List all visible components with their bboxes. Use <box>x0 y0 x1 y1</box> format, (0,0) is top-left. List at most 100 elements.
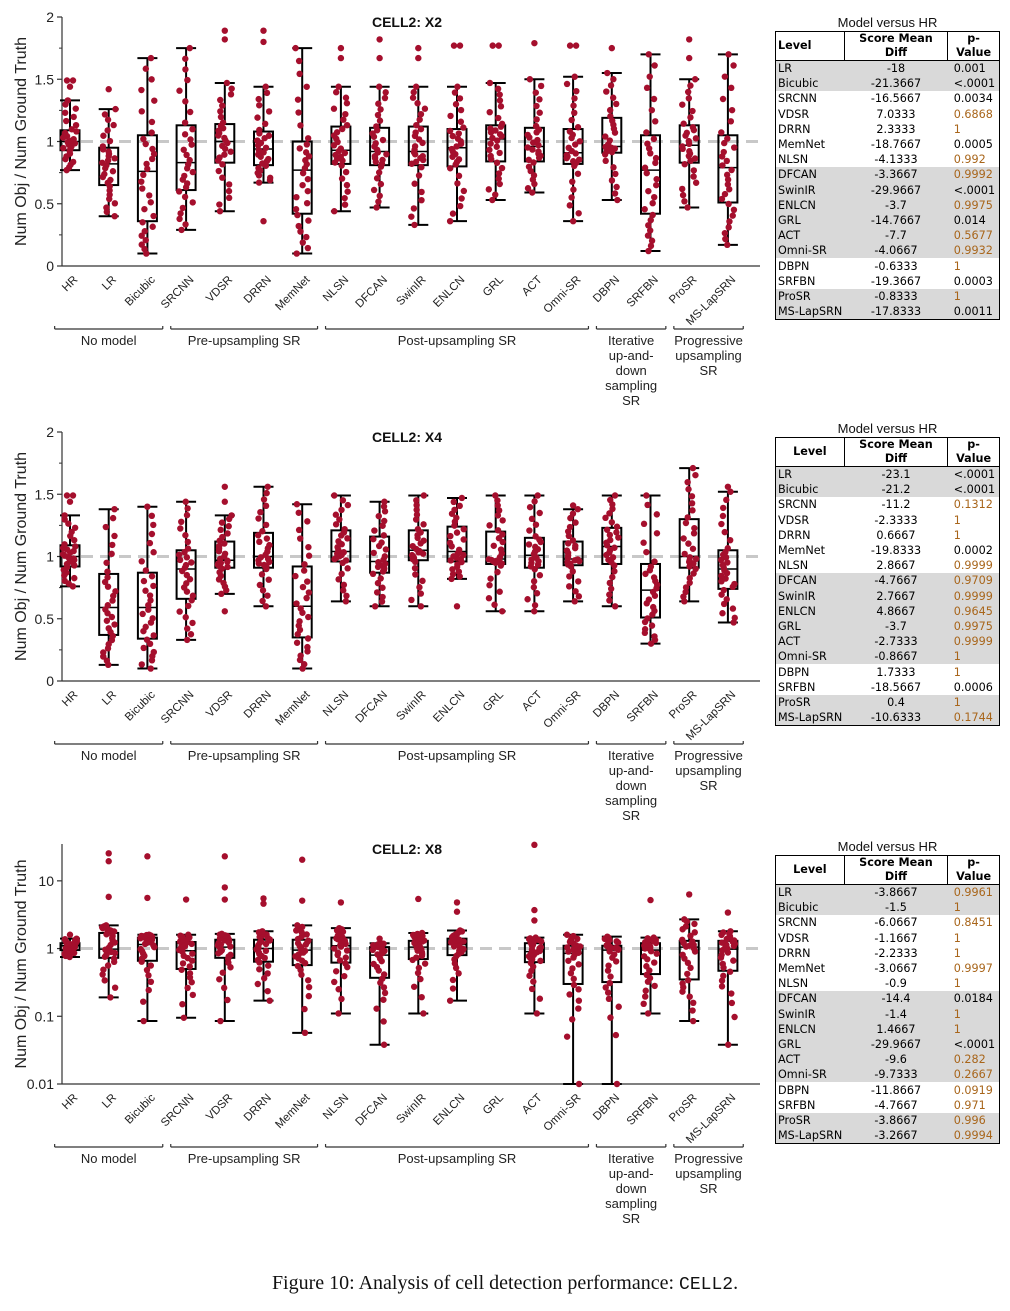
data-point <box>680 535 687 542</box>
panel-x2: 0 0.5 1 1.5 2 Num Obj / Num Ground Truth CELL2… <box>0 0 1010 415</box>
chart-title: CELL2: X4 <box>372 429 442 445</box>
data-point <box>686 579 693 586</box>
data-point <box>259 928 266 935</box>
data-point <box>687 82 694 89</box>
data-point <box>338 506 345 514</box>
row-p-value: <.0001 <box>947 182 1000 198</box>
group-label: upsampling <box>675 763 742 778</box>
data-point <box>604 69 611 77</box>
data-point <box>379 522 386 529</box>
data-point <box>724 181 732 188</box>
data-point <box>486 581 493 589</box>
data-point <box>644 935 651 942</box>
outlier-point <box>686 891 693 898</box>
data-point <box>148 118 156 126</box>
data-point <box>377 180 385 188</box>
data-point <box>99 971 106 978</box>
data-point <box>137 945 144 953</box>
data-point <box>148 573 156 580</box>
data-point <box>294 922 301 929</box>
data-point <box>228 512 235 519</box>
data-point <box>413 501 420 509</box>
stats-table-x8: Model versus HR Level Score Mean Diff p-Va… <box>775 839 1000 1145</box>
data-point <box>603 526 611 533</box>
data-point <box>330 105 338 112</box>
data-point <box>182 98 189 105</box>
data-point <box>651 633 658 640</box>
group-label: Post-upsampling SR <box>398 333 517 348</box>
group-label: SR <box>622 808 640 823</box>
row-p-value: 1 <box>947 900 1000 916</box>
row-p-value: 0.9709 <box>947 573 1000 589</box>
data-point <box>101 170 108 178</box>
data-point <box>454 83 461 90</box>
row-p-value: 0.9975 <box>947 618 1000 635</box>
data-point <box>455 970 462 977</box>
data-point <box>417 125 425 133</box>
data-point <box>341 149 349 157</box>
row-mean-diff: -4.7667 <box>844 573 948 589</box>
data-point <box>189 619 196 627</box>
data-point <box>725 224 732 231</box>
data-point <box>726 218 733 225</box>
row-p-value: 0.0919 <box>953 1083 993 1097</box>
y-tick-label: 0.1 <box>35 1008 55 1024</box>
data-point <box>342 557 350 564</box>
x-tick-label: VDSR <box>204 1092 235 1123</box>
row-p-value: 0.2667 <box>947 1067 1000 1083</box>
data-point <box>146 192 153 199</box>
box-SwinIR <box>407 492 429 610</box>
data-point <box>726 186 733 193</box>
outlier-point <box>531 841 538 849</box>
data-point <box>606 106 614 114</box>
outlier-point <box>686 54 693 62</box>
row-mean-diff: -3.0667 <box>874 962 918 976</box>
data-point <box>644 140 651 147</box>
data-point <box>644 232 652 239</box>
data-point <box>458 195 465 202</box>
row-p-value: 0.0034 <box>953 92 993 106</box>
data-point <box>418 929 426 937</box>
box-MemNet <box>291 501 313 672</box>
data-point <box>150 521 157 529</box>
data-point <box>380 1041 388 1048</box>
data-point <box>534 492 541 499</box>
table-header: p-Value <box>947 855 1000 885</box>
row-p-value: 0.9961 <box>947 884 1000 901</box>
data-point <box>224 557 231 564</box>
data-point <box>303 594 310 602</box>
data-point <box>373 589 381 596</box>
data-point <box>335 83 342 90</box>
data-point <box>685 486 692 493</box>
data-point <box>691 929 698 936</box>
outlier-point <box>221 896 228 903</box>
stats-table-x4: Model versus HR Level Score Mean Diff p-Va… <box>775 421 1000 727</box>
data-point <box>685 95 693 102</box>
data-point <box>723 496 730 504</box>
box-GRL <box>485 42 507 204</box>
box-LR <box>98 850 120 1001</box>
data-point <box>651 62 658 69</box>
box-SRCNN <box>175 44 197 234</box>
data-point <box>531 608 538 615</box>
data-point <box>718 520 725 528</box>
data-point <box>371 527 378 534</box>
table-row: MemNet -19.8333 0.0002 <box>776 543 1000 558</box>
data-point <box>529 189 536 196</box>
data-point <box>142 236 149 244</box>
box-DRRN <box>253 483 274 610</box>
data-point <box>613 1080 621 1088</box>
table-row: Bicubic -21.3667 <.0001 <box>775 76 1000 92</box>
table-row: MS-LapSRN -10.6333 0.1744 <box>775 710 1000 726</box>
row-mean-diff: -2.2333 <box>874 946 918 960</box>
row-mean-diff: -17.8333 <box>844 304 948 320</box>
outlier-point <box>415 895 422 903</box>
data-point <box>684 478 691 486</box>
data-point <box>648 106 656 114</box>
data-point <box>641 953 648 960</box>
row-p-value: 1 <box>947 1006 1000 1022</box>
data-point <box>340 581 348 589</box>
boxplot-x2: 0 0.5 1 1.5 2 Num Obj / Num Ground Truth CELL2… <box>13 9 760 408</box>
data-point <box>216 208 224 215</box>
data-point <box>606 531 614 539</box>
